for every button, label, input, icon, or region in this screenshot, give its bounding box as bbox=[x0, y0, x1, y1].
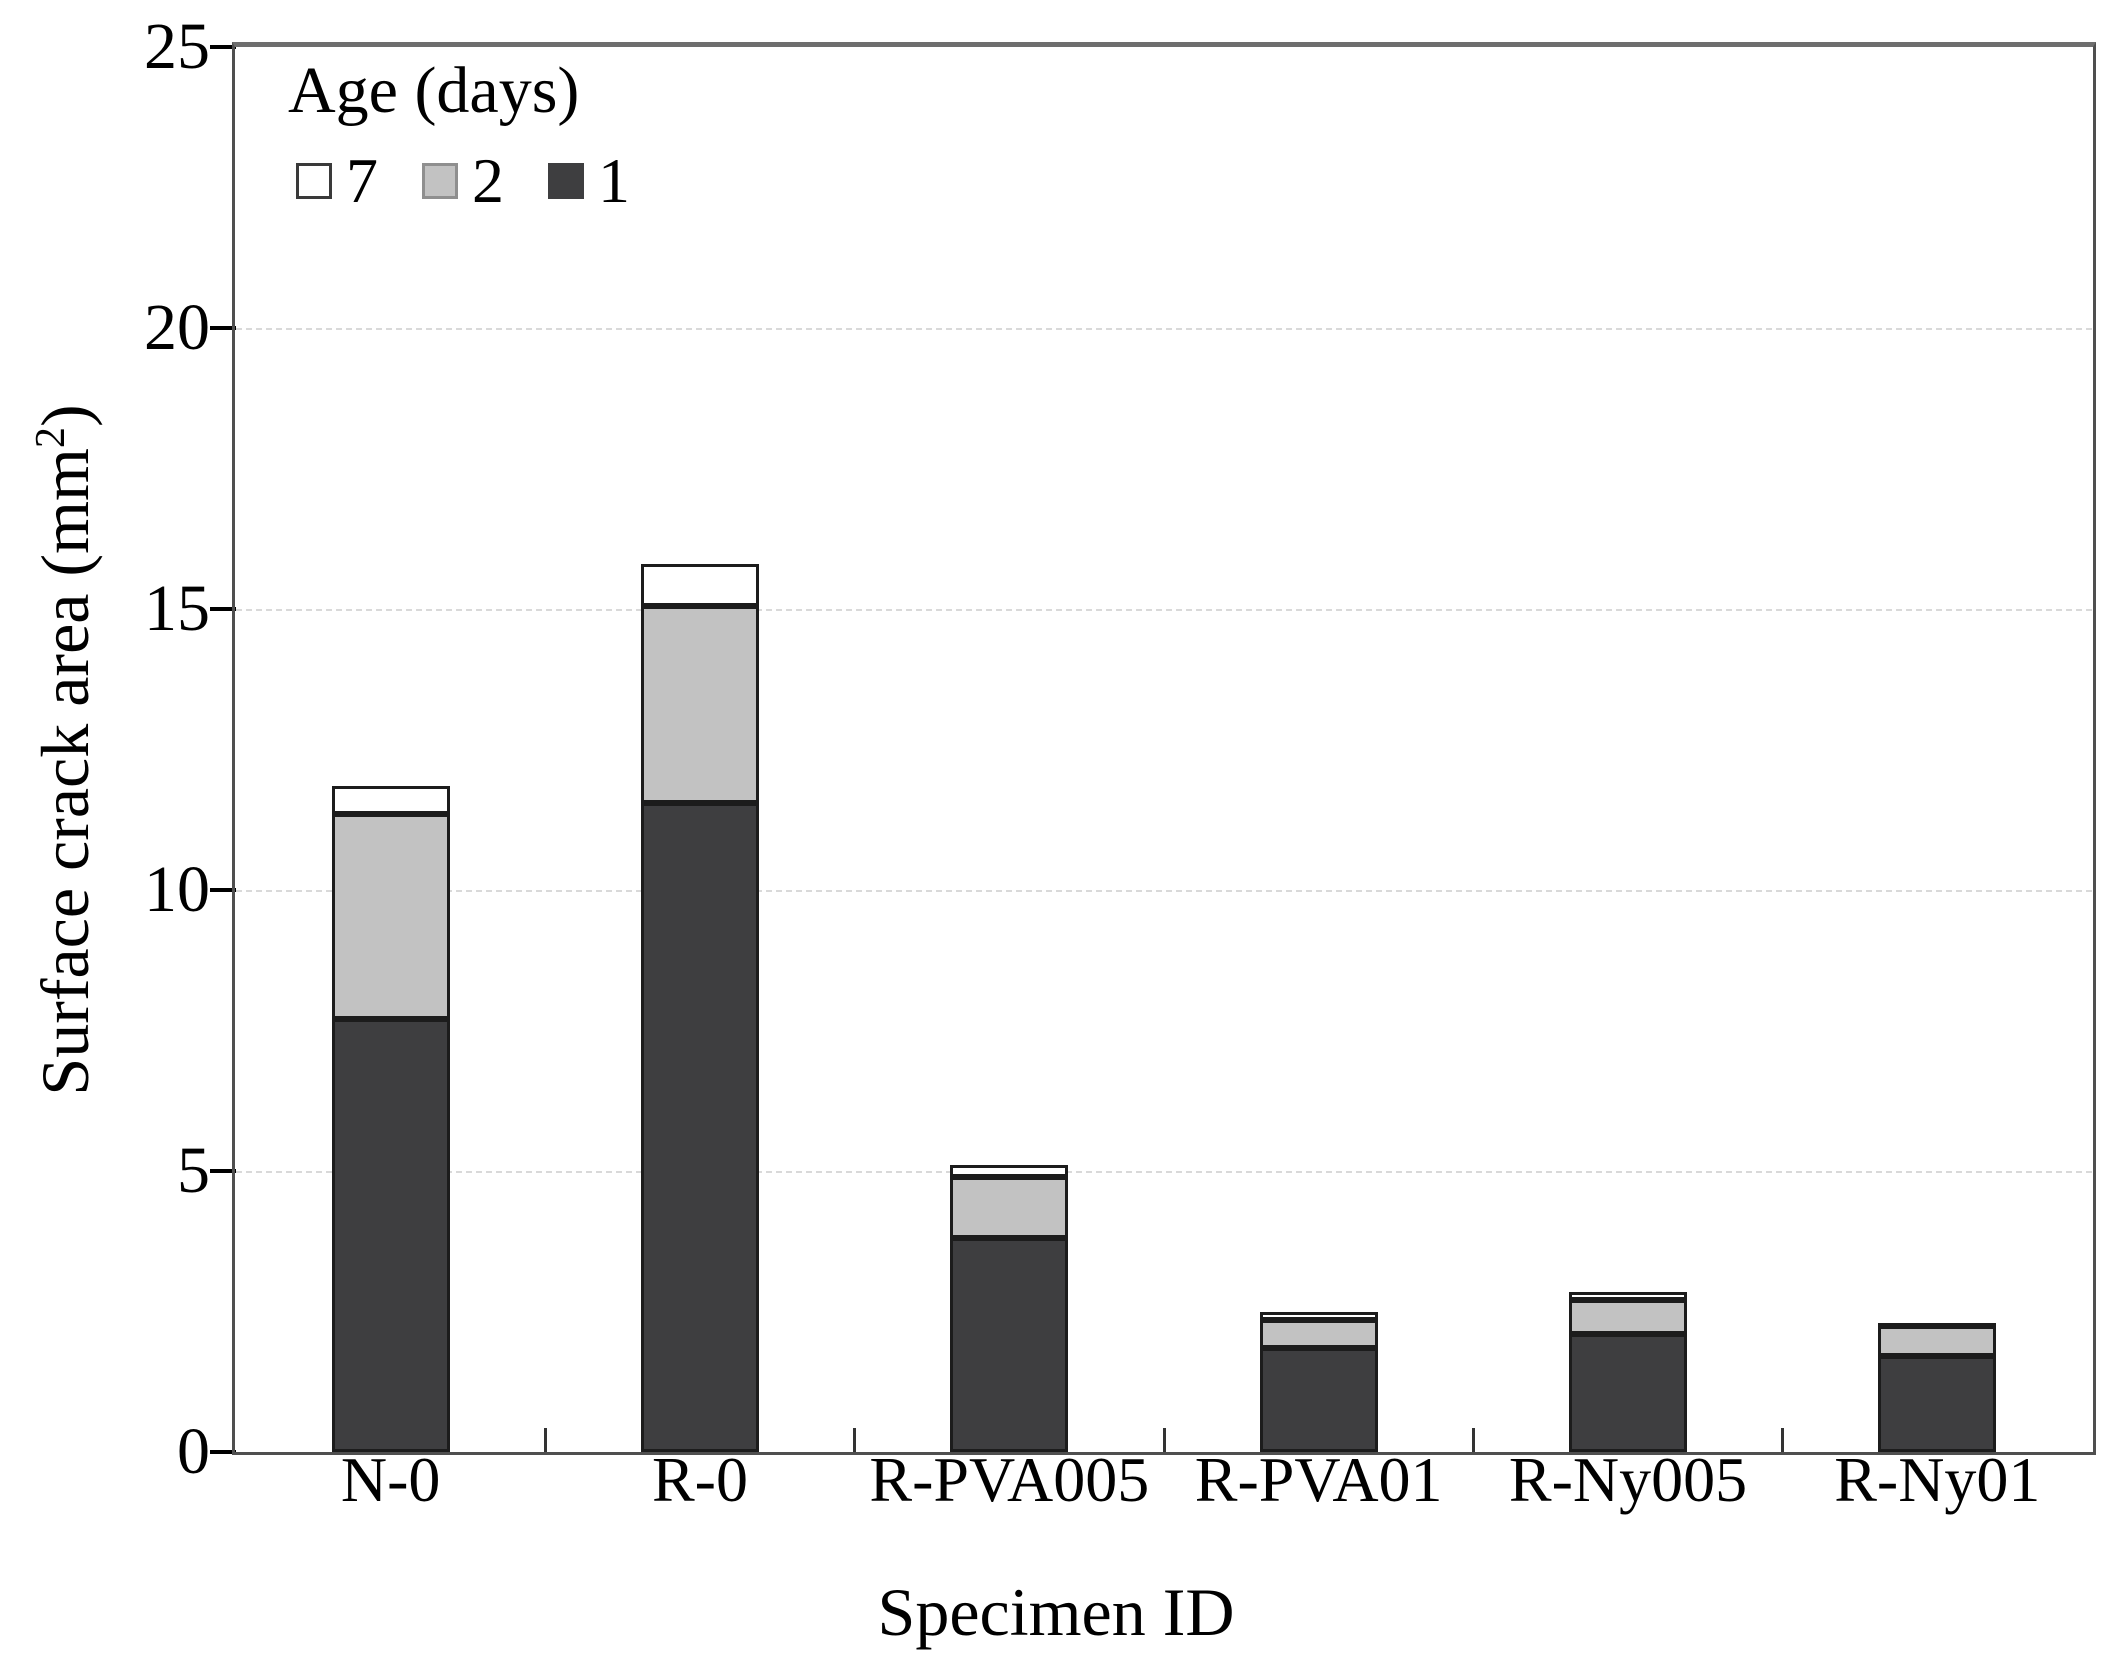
bar-segment-R-Ny005-age-2 bbox=[1569, 1300, 1687, 1334]
x-tick-3 bbox=[1162, 1428, 1166, 1452]
legend-label-age-7: 7 bbox=[346, 145, 378, 216]
bar-segment-N-0-age-1 bbox=[331, 1019, 450, 1452]
bar-segment-R-0-age-7 bbox=[641, 564, 759, 607]
plot-frame bbox=[232, 42, 2096, 1455]
y-tick-25 bbox=[210, 45, 236, 49]
bar-segment-R-Ny01-age-2 bbox=[1878, 1325, 1997, 1357]
bar-segment-R-PVA005-age-2 bbox=[950, 1176, 1069, 1239]
y-tick-0 bbox=[210, 1450, 236, 1454]
x-category-label-R-PVA01: R-PVA01 bbox=[1194, 1444, 1443, 1515]
bar-segment-R-PVA01-age-2 bbox=[1259, 1319, 1378, 1349]
bar-segment-R-PVA01-age-7 bbox=[1259, 1311, 1378, 1320]
y-axis-title-suffix: ) bbox=[26, 404, 103, 428]
y-tick-label-0: 0 bbox=[177, 1415, 210, 1488]
y-tick-label-20: 20 bbox=[144, 291, 210, 364]
bar-segment-R-Ny01-age-1 bbox=[1878, 1356, 1997, 1452]
x-category-label-N-0: N-0 bbox=[340, 1444, 441, 1515]
legend-swatch-age-1 bbox=[548, 163, 584, 199]
y-tick-20 bbox=[210, 326, 236, 330]
y-tick-5 bbox=[210, 1169, 236, 1173]
x-category-label-R-Ny01: R-Ny01 bbox=[1834, 1444, 2041, 1515]
gridline-15 bbox=[236, 609, 2092, 611]
x-tick-4 bbox=[1471, 1428, 1475, 1452]
bar-segment-R-Ny005-age-7 bbox=[1569, 1291, 1687, 1301]
x-tick-1 bbox=[543, 1428, 547, 1452]
y-axis-title-text: Surface crack area (mm bbox=[26, 448, 103, 1096]
y-axis-title: Surface crack area (mm2) bbox=[17, 404, 103, 1095]
legend-swatch-age-2 bbox=[422, 163, 458, 199]
bar-segment-N-0-age-7 bbox=[331, 786, 450, 815]
legend-label-age-2: 2 bbox=[472, 145, 504, 216]
x-axis-title: Specimen ID bbox=[877, 1574, 1235, 1650]
x-tick-5 bbox=[1781, 1428, 1785, 1452]
bar-segment-R-PVA005-age-7 bbox=[950, 1165, 1069, 1177]
gridline-20 bbox=[236, 328, 2092, 330]
x-category-label-R-Ny005: R-Ny005 bbox=[1508, 1444, 1748, 1515]
bar-segment-R-0-age-1 bbox=[641, 802, 759, 1452]
bar-segment-R-Ny01-age-7 bbox=[1878, 1322, 1997, 1329]
bar-segment-R-0-age-2 bbox=[641, 606, 759, 803]
legend-entry-age-1: 1 bbox=[548, 149, 630, 213]
y-tick-label-10: 10 bbox=[144, 853, 210, 926]
legend-title: Age (days) bbox=[288, 54, 580, 127]
bar-segment-R-PVA01-age-1 bbox=[1259, 1348, 1378, 1452]
gridline-10 bbox=[236, 890, 2092, 892]
y-axis-title-superscript: 2 bbox=[27, 427, 75, 449]
y-tick-15 bbox=[210, 607, 236, 611]
gridline-5 bbox=[236, 1171, 2092, 1173]
legend-entry-age-7: 7 bbox=[296, 149, 378, 213]
x-category-label-R-0: R-0 bbox=[651, 1444, 748, 1515]
x-category-label-R-PVA005: R-PVA005 bbox=[869, 1444, 1150, 1515]
legend-swatch-age-7 bbox=[296, 163, 332, 199]
y-tick-label-15: 15 bbox=[144, 572, 210, 645]
legend-label-age-1: 1 bbox=[598, 145, 630, 216]
y-tick-10 bbox=[210, 888, 236, 892]
bar-segment-R-PVA005-age-1 bbox=[950, 1238, 1069, 1452]
x-tick-2 bbox=[853, 1428, 857, 1452]
y-tick-label-5: 5 bbox=[177, 1134, 210, 1207]
legend-entry-age-2: 2 bbox=[422, 149, 504, 213]
y-tick-label-25: 25 bbox=[144, 10, 210, 83]
bar-segment-N-0-age-2 bbox=[331, 814, 450, 1020]
bar-segment-R-Ny005-age-1 bbox=[1569, 1333, 1687, 1452]
